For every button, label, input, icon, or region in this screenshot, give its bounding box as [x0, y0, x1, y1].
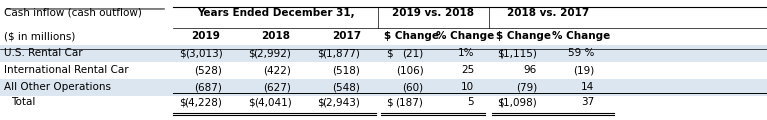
- Text: $ Change: $ Change: [384, 31, 439, 41]
- Text: % Change: % Change: [552, 31, 611, 41]
- Text: Total: Total: [12, 97, 36, 107]
- Text: % Change: % Change: [436, 31, 495, 41]
- Text: 59 %: 59 %: [568, 48, 594, 58]
- Text: (4,228): (4,228): [185, 97, 222, 107]
- Text: $: $: [386, 97, 393, 107]
- Text: (19): (19): [573, 65, 594, 75]
- Text: 37: 37: [581, 97, 594, 107]
- Text: (1,098): (1,098): [499, 97, 537, 107]
- Text: (1,115): (1,115): [499, 48, 537, 58]
- Text: (187): (187): [396, 97, 423, 107]
- Text: $: $: [179, 48, 186, 58]
- Text: 10: 10: [461, 82, 474, 92]
- Text: Cash inflow (cash outflow): Cash inflow (cash outflow): [4, 8, 142, 18]
- Text: (528): (528): [195, 65, 222, 75]
- Text: 2019 vs. 2018: 2019 vs. 2018: [393, 8, 474, 18]
- Text: (548): (548): [333, 82, 360, 92]
- Text: 5: 5: [467, 97, 474, 107]
- Text: $: $: [317, 48, 324, 58]
- Text: 96: 96: [524, 65, 537, 75]
- Bar: [0, 79, 767, 96]
- Bar: [0, 45, 767, 62]
- Text: 2018: 2018: [262, 31, 291, 41]
- Text: $: $: [248, 97, 255, 107]
- Text: (687): (687): [195, 82, 222, 92]
- Text: $: $: [497, 97, 504, 107]
- Text: (3,013): (3,013): [185, 48, 222, 58]
- Text: (106): (106): [396, 65, 423, 75]
- Text: 14: 14: [581, 82, 594, 92]
- Text: $: $: [497, 48, 504, 58]
- Text: $: $: [248, 48, 255, 58]
- Text: (2,992): (2,992): [254, 48, 291, 58]
- Text: 1%: 1%: [457, 48, 474, 58]
- Text: $ Change: $ Change: [495, 31, 551, 41]
- Text: ($ in millions): ($ in millions): [4, 31, 75, 41]
- Text: (79): (79): [515, 82, 537, 92]
- Text: $: $: [179, 97, 186, 107]
- Text: Years Ended December 31,: Years Ended December 31,: [197, 8, 355, 18]
- Text: International Rental Car: International Rental Car: [4, 65, 128, 75]
- Text: 2019: 2019: [191, 31, 220, 41]
- Text: All Other Operations: All Other Operations: [4, 82, 111, 92]
- Text: 25: 25: [461, 65, 474, 75]
- Text: 2018 vs. 2017: 2018 vs. 2017: [507, 8, 590, 18]
- Text: (2,943): (2,943): [323, 97, 360, 107]
- Text: (4,041): (4,041): [254, 97, 291, 107]
- Text: $: $: [386, 48, 393, 58]
- Text: 2017: 2017: [332, 31, 361, 41]
- Text: U.S. Rental Car: U.S. Rental Car: [4, 48, 83, 58]
- Text: (21): (21): [402, 48, 423, 58]
- Text: (1,877): (1,877): [323, 48, 360, 58]
- Text: (518): (518): [333, 65, 360, 75]
- Text: (60): (60): [402, 82, 423, 92]
- Text: (422): (422): [264, 65, 291, 75]
- Text: $: $: [317, 97, 324, 107]
- Text: (627): (627): [264, 82, 291, 92]
